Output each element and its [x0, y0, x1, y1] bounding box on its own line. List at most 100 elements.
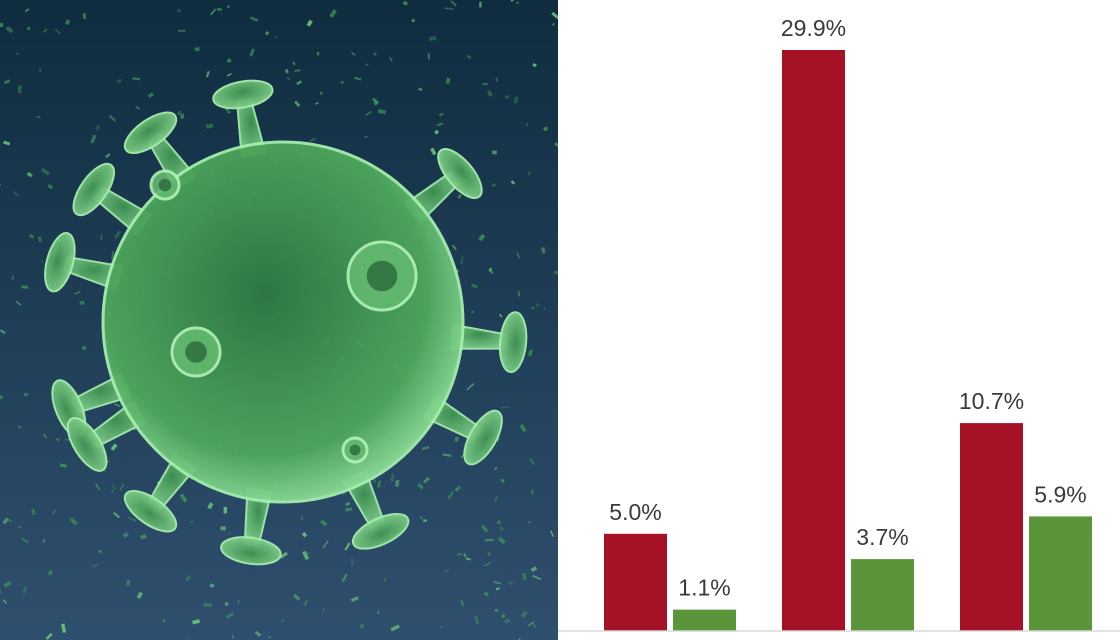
particle [428, 36, 437, 41]
particle [411, 18, 416, 23]
particle [301, 515, 304, 521]
pore-hole [158, 178, 172, 192]
particle [225, 108, 229, 112]
particle [550, 530, 554, 537]
particle [500, 406, 510, 409]
particle [474, 616, 480, 625]
particle [231, 634, 235, 639]
pore-hole [366, 260, 398, 292]
particle [2, 599, 7, 604]
particle [292, 61, 296, 66]
particle [532, 574, 542, 581]
particle [140, 534, 147, 540]
particle [427, 53, 430, 60]
particle [483, 591, 489, 597]
particle [371, 97, 380, 105]
particle [383, 577, 387, 582]
particle [3, 140, 11, 146]
particle [227, 111, 231, 114]
particle [466, 54, 472, 60]
particle [359, 623, 365, 629]
particle [444, 569, 450, 573]
particle [444, 7, 454, 10]
particle [79, 300, 85, 306]
particle [551, 22, 556, 27]
particle [209, 583, 215, 588]
particle [39, 68, 42, 72]
particle [237, 599, 240, 605]
pore-hole [185, 341, 207, 363]
particle [309, 137, 317, 143]
pore-hole [349, 444, 361, 456]
particle [26, 171, 33, 178]
particle [503, 617, 511, 625]
particle [529, 457, 535, 466]
particle [40, 167, 50, 176]
particle [286, 76, 291, 81]
particle [254, 630, 262, 637]
particle [135, 105, 141, 110]
particle [505, 95, 509, 99]
particle [499, 526, 505, 532]
particle [224, 602, 229, 606]
particle [302, 550, 310, 561]
particle [0, 394, 4, 400]
particle [471, 283, 479, 289]
particle [114, 403, 121, 408]
particle [5, 26, 14, 34]
particle [344, 542, 351, 551]
particle [43, 28, 48, 33]
particle [185, 636, 190, 640]
particle [516, 252, 521, 259]
particle [292, 593, 301, 601]
particle [345, 507, 353, 512]
particle [496, 519, 502, 525]
particle [466, 383, 475, 391]
particle [0, 329, 6, 335]
particle [51, 509, 57, 515]
spike-cap [463, 409, 503, 466]
particle [322, 608, 325, 613]
chart-svg: 5.0% 1.1% 29.9% 3.7% 10.7% 5.9% [558, 15, 1120, 632]
particle [119, 483, 125, 491]
particle [402, 0, 409, 6]
particle [111, 250, 115, 259]
particle [36, 115, 41, 119]
particle [100, 234, 103, 241]
particle [205, 123, 214, 129]
particle [376, 480, 382, 488]
particle [279, 551, 288, 559]
particle [185, 575, 191, 582]
spike-cap [220, 536, 282, 566]
particle [132, 77, 141, 81]
data-label-group-1-series-2: 1.1% [678, 575, 730, 601]
particle [61, 623, 67, 633]
particle [203, 603, 213, 608]
data-label-group-3-series-1: 10.7% [959, 388, 1024, 414]
particle [423, 519, 427, 522]
particle [216, 7, 222, 11]
particle [530, 489, 535, 495]
particle [320, 519, 328, 527]
particle [225, 612, 235, 619]
data-label-group-1-series-1: 5.0% [609, 499, 661, 525]
particle [268, 635, 271, 639]
particle [515, 1, 520, 5]
particle [111, 489, 114, 493]
particle [493, 581, 502, 585]
particle [394, 479, 400, 487]
particle [0, 183, 2, 186]
particle [527, 349, 533, 357]
particle [15, 300, 22, 306]
particle [48, 569, 53, 576]
particle [482, 82, 488, 86]
particle [459, 599, 465, 607]
particle [451, 244, 457, 251]
data-label-group-3-series-2: 5.9% [1034, 481, 1086, 507]
particle [65, 19, 71, 26]
particle [495, 77, 499, 82]
particle [17, 425, 22, 429]
particle [510, 0, 514, 2]
particle [454, 485, 461, 492]
particle [3, 79, 11, 85]
